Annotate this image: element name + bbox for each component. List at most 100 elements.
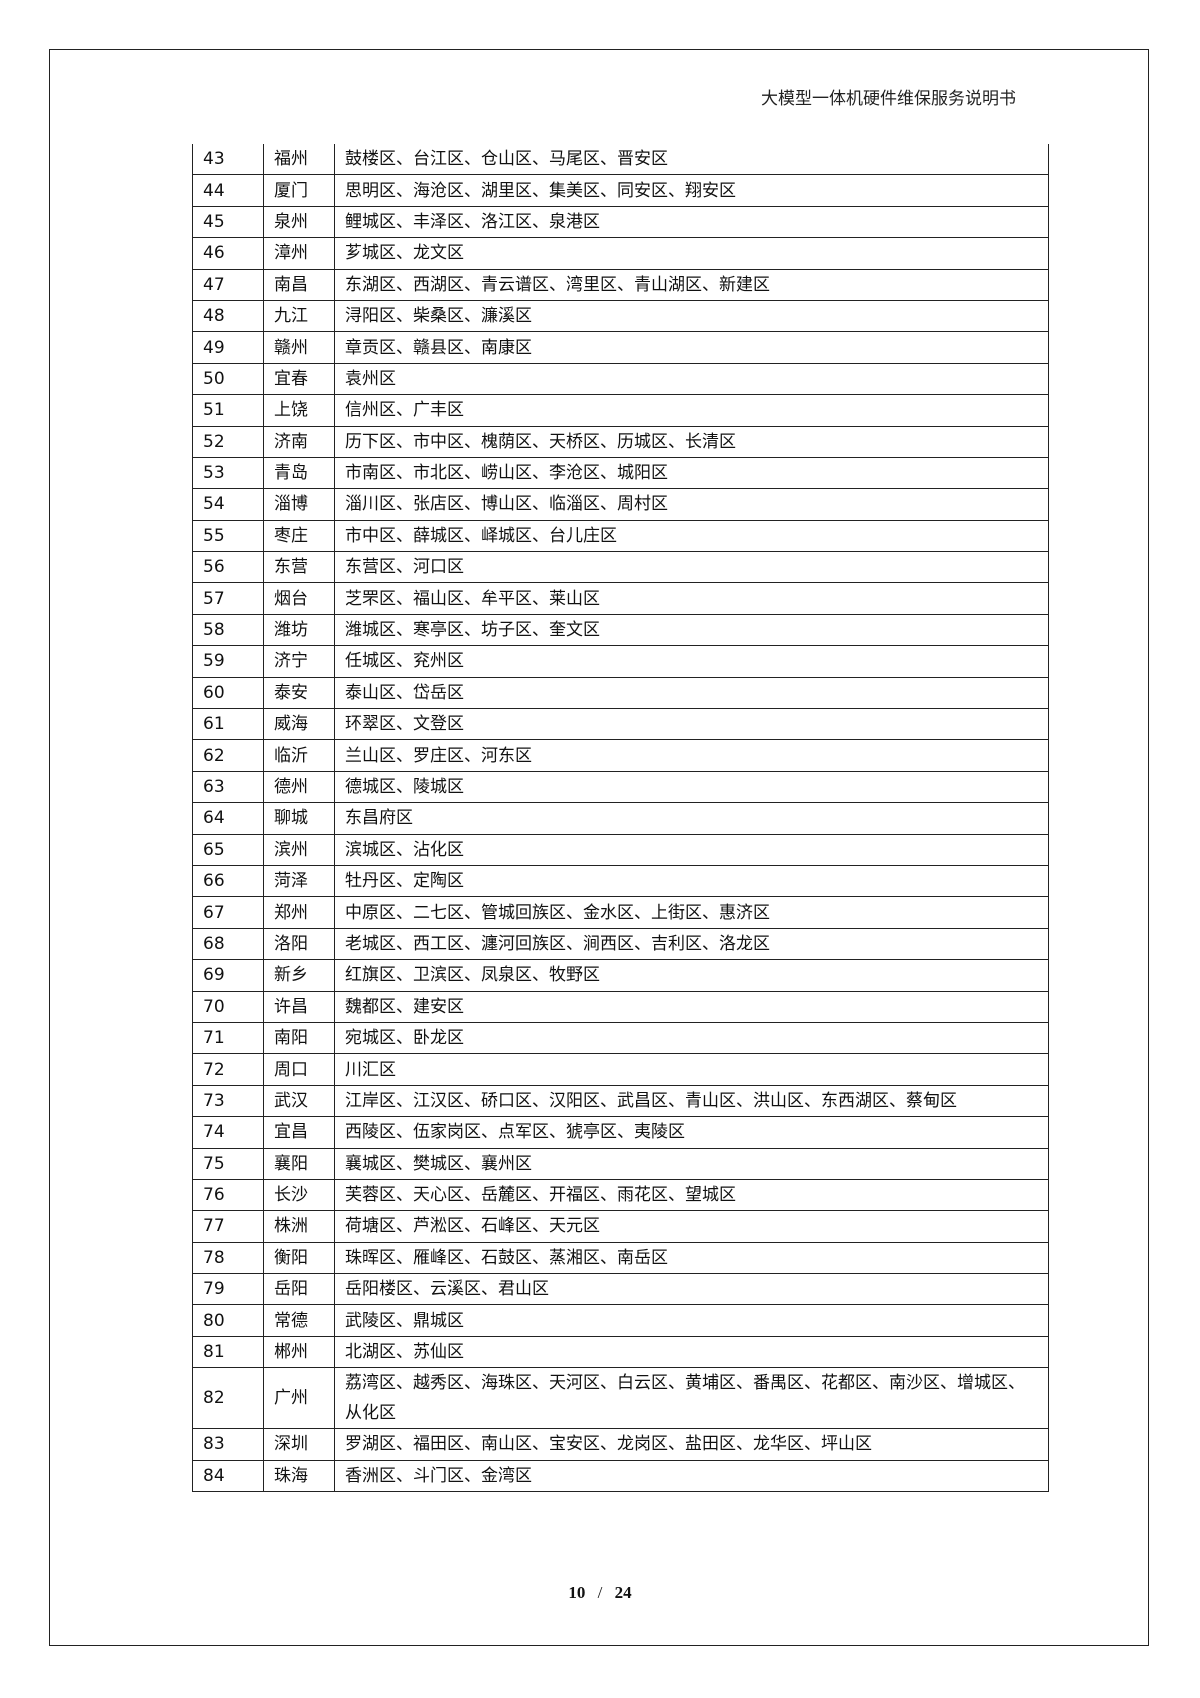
row-number: 67	[192, 896, 264, 929]
city-name: 珠海	[263, 1459, 335, 1493]
table-row: 63 德州 德城区、陵城区	[192, 770, 1049, 804]
table-row: 50 宜春 袁州区	[192, 362, 1049, 396]
page-number: 10 / 24	[0, 1583, 1200, 1603]
city-name: 淄博	[263, 488, 335, 521]
district-list: 任城区、兖州区	[334, 645, 1049, 678]
district-list: 鲤城区、丰泽区、洛江区、泉港区	[334, 205, 1049, 239]
city-name: 襄阳	[263, 1147, 335, 1180]
table-row: 67 郑州 中原区、二七区、管城回族区、金水区、上街区、惠济区	[192, 896, 1049, 929]
row-number: 69	[192, 959, 264, 992]
table-row: 54 淄博 淄川区、张店区、博山区、临淄区、周村区	[192, 488, 1049, 521]
city-name: 济南	[263, 425, 335, 458]
district-list: 荔湾区、越秀区、海珠区、天河区、白云区、黄埔区、番禺区、花都区、南沙区、增城区、…	[334, 1367, 1049, 1430]
city-name: 南阳	[263, 1021, 335, 1055]
table-row: 73 武汉 江岸区、江汉区、硚口区、汉阳区、武昌区、青山区、洪山区、东西湖区、蔡甸区	[192, 1084, 1049, 1118]
city-name: 青岛	[263, 456, 335, 490]
district-list: 袁州区	[334, 362, 1049, 396]
row-number: 56	[192, 551, 264, 584]
table-row: 79 岳阳 岳阳楼区、云溪区、君山区	[192, 1273, 1049, 1306]
city-name: 漳州	[263, 237, 335, 270]
district-list: 牡丹区、定陶区	[334, 864, 1049, 898]
row-number: 75	[192, 1147, 264, 1180]
district-list: 东营区、河口区	[334, 551, 1049, 584]
table-row: 43 福州 鼓楼区、台江区、仓山区、马尾区、晋安区	[192, 144, 1049, 176]
row-number: 45	[192, 205, 264, 239]
city-name: 长沙	[263, 1178, 335, 1212]
row-number: 59	[192, 645, 264, 678]
row-number: 64	[192, 802, 264, 835]
table-row: 55 枣庄 市中区、薛城区、峄城区、台儿庄区	[192, 519, 1049, 553]
row-number: 65	[192, 833, 264, 866]
table-row: 69 新乡 红旗区、卫滨区、凤泉区、牧野区	[192, 959, 1049, 992]
table-row: 60 泰安 泰山区、岱岳区	[192, 676, 1049, 710]
city-name: 枣庄	[263, 519, 335, 553]
table-row: 78 衡阳 珠晖区、雁峰区、石鼓区、蒸湘区、南岳区	[192, 1241, 1049, 1275]
district-list: 思明区、海沧区、湖里区、集美区、同安区、翔安区	[334, 174, 1049, 207]
city-name: 周口	[263, 1053, 335, 1086]
district-list: 北湖区、苏仙区	[334, 1335, 1049, 1369]
table-row: 59 济宁 任城区、兖州区	[192, 645, 1049, 678]
row-number: 70	[192, 990, 264, 1023]
row-number: 78	[192, 1241, 264, 1275]
row-number: 83	[192, 1428, 264, 1461]
city-name: 衡阳	[263, 1241, 335, 1275]
district-list: 环翠区、文登区	[334, 708, 1049, 741]
table-row: 46 漳州 芗城区、龙文区	[192, 237, 1049, 270]
row-number: 46	[192, 237, 264, 270]
city-name: 潍坊	[263, 613, 335, 647]
row-number: 54	[192, 488, 264, 521]
row-number: 84	[192, 1459, 264, 1493]
city-name: 株洲	[263, 1210, 335, 1243]
city-name: 泉州	[263, 205, 335, 239]
table-row: 48 九江 浔阳区、柴桑区、濂溪区	[192, 299, 1049, 333]
row-number: 79	[192, 1273, 264, 1306]
district-list: 浔阳区、柴桑区、濂溪区	[334, 299, 1049, 333]
district-list: 罗湖区、福田区、南山区、宝安区、龙岗区、盐田区、龙华区、坪山区	[334, 1428, 1049, 1461]
city-name: 滨州	[263, 833, 335, 866]
table-row: 71 南阳 宛城区、卧龙区	[192, 1021, 1049, 1055]
district-list: 淄川区、张店区、博山区、临淄区、周村区	[334, 488, 1049, 521]
city-name: 郑州	[263, 896, 335, 929]
district-list: 滨城区、沾化区	[334, 833, 1049, 866]
district-list: 江岸区、江汉区、硚口区、汉阳区、武昌区、青山区、洪山区、东西湖区、蔡甸区	[334, 1084, 1049, 1118]
city-name: 九江	[263, 299, 335, 333]
row-number: 50	[192, 362, 264, 396]
table-row: 53 青岛 市南区、市北区、崂山区、李沧区、城阳区	[192, 456, 1049, 490]
district-list: 川汇区	[334, 1053, 1049, 1086]
city-name: 威海	[263, 708, 335, 741]
district-list: 泰山区、岱岳区	[334, 676, 1049, 710]
table-row: 44 厦门 思明区、海沧区、湖里区、集美区、同安区、翔安区	[192, 174, 1049, 207]
city-name: 泰安	[263, 676, 335, 710]
table-row: 57 烟台 芝罘区、福山区、牟平区、莱山区	[192, 582, 1049, 615]
row-number: 52	[192, 425, 264, 458]
district-list: 襄城区、樊城区、襄州区	[334, 1147, 1049, 1180]
city-name: 洛阳	[263, 927, 335, 961]
table-row: 80 常德 武陵区、鼎城区	[192, 1304, 1049, 1337]
city-name: 南昌	[263, 268, 335, 301]
table-row: 77 株洲 荷塘区、芦淞区、石峰区、天元区	[192, 1210, 1049, 1243]
district-list: 红旗区、卫滨区、凤泉区、牧野区	[334, 959, 1049, 992]
row-number: 76	[192, 1178, 264, 1212]
district-list: 德城区、陵城区	[334, 770, 1049, 804]
city-name: 武汉	[263, 1084, 335, 1118]
district-list: 西陵区、伍家岗区、点军区、猇亭区、夷陵区	[334, 1116, 1049, 1149]
district-list: 香洲区、斗门区、金湾区	[334, 1459, 1049, 1493]
table-row: 58 潍坊 潍城区、寒亭区、坊子区、奎文区	[192, 613, 1049, 647]
district-list: 兰山区、罗庄区、河东区	[334, 739, 1049, 772]
city-name: 常德	[263, 1304, 335, 1337]
row-number: 74	[192, 1116, 264, 1149]
row-number: 57	[192, 582, 264, 615]
district-list: 信州区、广丰区	[334, 394, 1049, 427]
row-number: 82	[192, 1367, 264, 1430]
row-number: 51	[192, 394, 264, 427]
city-name: 深圳	[263, 1428, 335, 1461]
city-name: 许昌	[263, 990, 335, 1023]
city-name: 菏泽	[263, 864, 335, 898]
row-number: 58	[192, 613, 264, 647]
table-row: 82 广州 荔湾区、越秀区、海珠区、天河区、白云区、黄埔区、番禺区、花都区、南沙区、…	[192, 1367, 1049, 1430]
table-row: 45 泉州 鲤城区、丰泽区、洛江区、泉港区	[192, 205, 1049, 239]
district-list: 市南区、市北区、崂山区、李沧区、城阳区	[334, 456, 1049, 490]
page-separator: /	[597, 1583, 603, 1602]
district-list: 芗城区、龙文区	[334, 237, 1049, 270]
city-name: 济宁	[263, 645, 335, 678]
